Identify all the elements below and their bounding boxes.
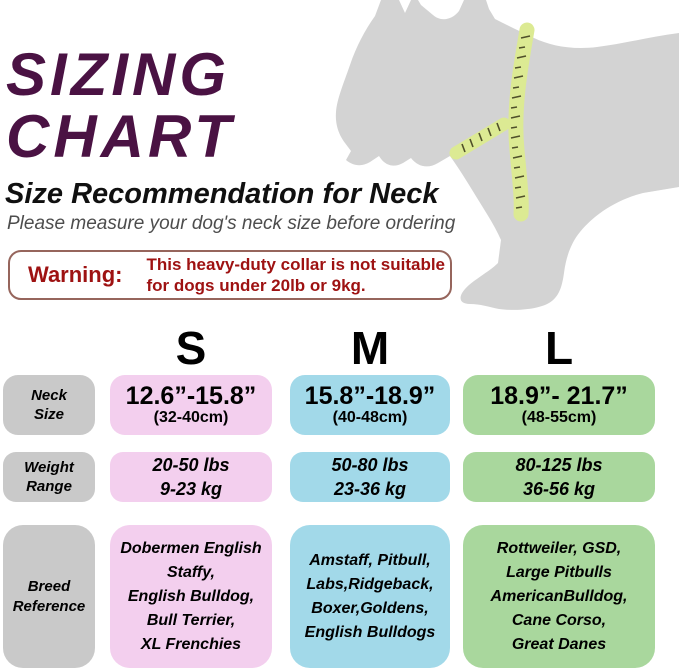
cell-breeds-l: Rottweiler, GSD, Large Pitbulls American…	[463, 525, 655, 668]
weight-m-value: 50-80 lbs 23-36 kg	[331, 454, 409, 499]
breeds-l-list: Rottweiler, GSD, Large Pitbulls American…	[490, 539, 628, 653]
neck-size-m-cm: (40-48cm)	[332, 409, 408, 427]
dog-silhouette-illustration	[335, 0, 679, 310]
cell-neck-size-s: 12.6”-15.8” (32-40cm)	[110, 375, 272, 435]
instruction-text: Please measure your dog's neck size befo…	[7, 213, 456, 234]
row-label-neck-size: Neck Size	[3, 375, 95, 435]
neck-size-l-cm: (48-55cm)	[521, 409, 597, 427]
size-header-s: S	[175, 322, 207, 374]
cell-breeds-m: Amstaff, Pitbull, Labs,Ridgeback, Boxer,…	[290, 525, 450, 668]
weight-l-value: 80-125 lbs 36-56 kg	[515, 454, 603, 499]
cell-neck-size-l: 18.9”- 21.7” (48-55cm)	[463, 375, 655, 435]
breeds-s-list: Dobermen English Staffy, English Bulldog…	[120, 539, 262, 653]
cell-weight-s: 20-50 lbs 9-23 kg	[110, 452, 272, 502]
warning-text: This heavy-duty collar is not suitable f…	[146, 254, 446, 295]
neck-size-s-cm: (32-40cm)	[153, 409, 229, 427]
neck-size-l-inches: 18.9”- 21.7”	[490, 381, 628, 410]
dog-body-shape	[335, 0, 679, 310]
measuring-tape-ticks	[510, 35, 531, 209]
breeds-m-list: Amstaff, Pitbull, Labs,Ridgeback, Boxer,…	[304, 551, 436, 641]
size-header-m: M	[350, 322, 390, 374]
measuring-tape-end-ticks	[461, 122, 501, 153]
row-label-breed-reference: Breed Reference	[3, 525, 95, 668]
neck-size-m-inches: 15.8”-18.9”	[304, 381, 436, 410]
warning-box: Warning: This heavy-duty collar is not s…	[8, 250, 452, 300]
cell-weight-m: 50-80 lbs 23-36 kg	[290, 452, 450, 502]
cell-breeds-s: Dobermen English Staffy, English Bulldog…	[110, 525, 272, 668]
size-header-l: L	[544, 322, 574, 374]
cell-neck-size-m: 15.8”-18.9” (40-48cm)	[290, 375, 450, 435]
neck-size-s-inches: 12.6”-15.8”	[125, 381, 257, 410]
row-label-weight-range: Weight Range	[3, 452, 95, 502]
subtitle: Size Recommendation for Neck	[5, 178, 439, 210]
page-title: SIZING CHART	[6, 41, 235, 170]
cell-weight-l: 80-125 lbs 36-56 kg	[463, 452, 655, 502]
warning-label: Warning:	[28, 262, 123, 287]
weight-s-value: 20-50 lbs 9-23 kg	[152, 454, 230, 499]
